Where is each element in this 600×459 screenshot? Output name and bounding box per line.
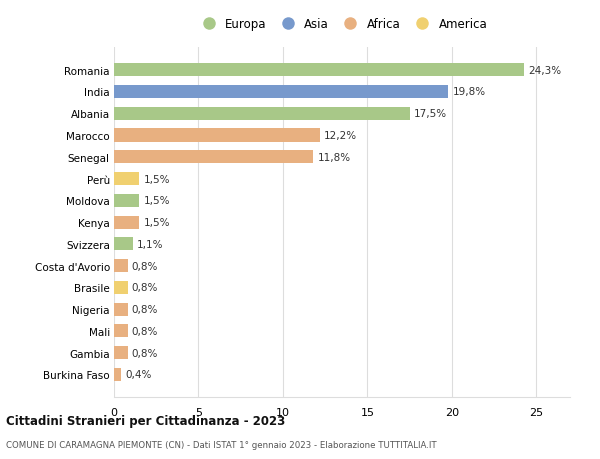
Bar (114, 325, 128, 338)
Text: 1,5%: 1,5% (143, 174, 170, 184)
Text: 0,4%: 0,4% (125, 369, 151, 380)
Text: 17,5%: 17,5% (414, 109, 447, 119)
Bar (114, 151, 313, 164)
Bar (114, 368, 121, 381)
Bar (114, 259, 128, 273)
Text: Cittadini Stranieri per Cittadinanza - 2023: Cittadini Stranieri per Cittadinanza - 2… (6, 414, 285, 428)
Text: 0,8%: 0,8% (132, 261, 158, 271)
Text: 11,8%: 11,8% (317, 152, 350, 162)
Bar (114, 194, 139, 207)
Bar (114, 281, 128, 294)
Bar (114, 216, 139, 229)
Text: 24,3%: 24,3% (529, 66, 562, 76)
Bar (114, 129, 320, 142)
Bar (114, 64, 524, 77)
Text: 0,8%: 0,8% (132, 326, 158, 336)
Bar (114, 173, 139, 186)
Legend: Europa, Asia, Africa, America: Europa, Asia, Africa, America (194, 16, 490, 34)
Text: 12,2%: 12,2% (324, 131, 358, 141)
Text: 1,1%: 1,1% (137, 239, 163, 249)
Bar (114, 347, 128, 359)
Text: 1,5%: 1,5% (143, 196, 170, 206)
Bar (114, 107, 410, 121)
Text: COMUNE DI CARAMAGNA PIEMONTE (CN) - Dati ISTAT 1° gennaio 2023 - Elaborazione TU: COMUNE DI CARAMAGNA PIEMONTE (CN) - Dati… (6, 441, 437, 449)
Bar (114, 303, 128, 316)
Text: 0,8%: 0,8% (132, 348, 158, 358)
Text: 1,5%: 1,5% (143, 218, 170, 228)
Bar (114, 238, 133, 251)
Bar (114, 86, 448, 99)
Text: 19,8%: 19,8% (452, 87, 486, 97)
Text: 0,8%: 0,8% (132, 304, 158, 314)
Text: 0,8%: 0,8% (132, 283, 158, 293)
